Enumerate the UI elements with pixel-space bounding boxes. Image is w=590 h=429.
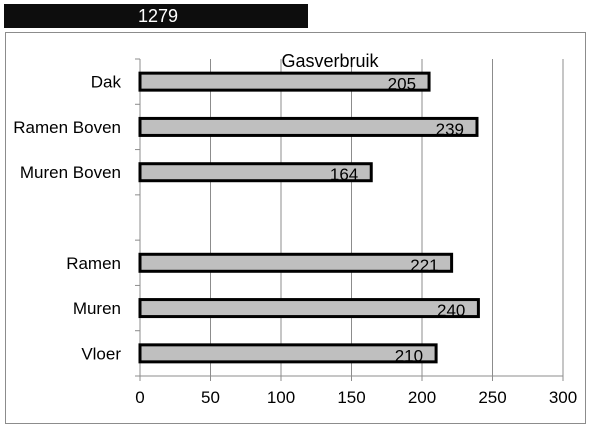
sheet-area bbox=[308, 4, 590, 28]
data-label: 164 bbox=[330, 165, 358, 184]
category-label: Muren Boven bbox=[20, 163, 121, 182]
cell-value: 1279 bbox=[138, 5, 178, 27]
category-label: Dak bbox=[91, 73, 122, 92]
x-tick-label: 200 bbox=[408, 388, 436, 407]
bar bbox=[140, 345, 436, 362]
bar bbox=[140, 73, 429, 90]
x-tick-label: 0 bbox=[135, 388, 144, 407]
data-label: 240 bbox=[437, 301, 465, 320]
x-tick-label: 300 bbox=[549, 388, 577, 407]
bar-chart: 0 50 100 150 200 250 300 Dak 205 Ramen Boven 239 Mu… bbox=[6, 33, 585, 423]
bar bbox=[140, 254, 452, 271]
x-tick-label: 100 bbox=[267, 388, 295, 407]
bar bbox=[140, 118, 477, 135]
cell-value-bar: 1279 bbox=[4, 4, 308, 28]
data-label: 239 bbox=[436, 120, 464, 139]
data-label: 210 bbox=[395, 346, 423, 365]
category-label: Ramen Boven bbox=[13, 118, 121, 137]
bars bbox=[140, 73, 478, 362]
category-label: Ramen bbox=[66, 254, 121, 273]
chart-title: Gasverbruik bbox=[281, 51, 379, 71]
x-tick-label: 150 bbox=[337, 388, 365, 407]
data-label: 221 bbox=[410, 256, 438, 275]
x-tick-label: 50 bbox=[201, 388, 220, 407]
x-tick-label: 250 bbox=[478, 388, 506, 407]
axes bbox=[135, 59, 563, 381]
category-label: Vloer bbox=[81, 344, 121, 363]
data-label: 205 bbox=[388, 75, 416, 94]
category-label: Muren bbox=[73, 299, 121, 318]
gridlines bbox=[211, 59, 564, 376]
chart-area[interactable]: 0 50 100 150 200 250 300 Dak 205 Ramen Boven 239 Mu… bbox=[5, 32, 586, 424]
bar bbox=[140, 300, 478, 317]
